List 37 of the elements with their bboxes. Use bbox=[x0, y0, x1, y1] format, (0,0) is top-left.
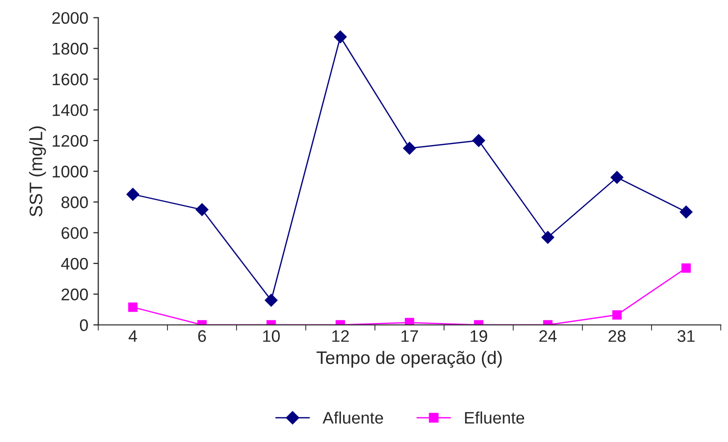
x-axis-title: Tempo de operação (d) bbox=[316, 350, 502, 368]
point bbox=[126, 188, 140, 201]
point bbox=[196, 203, 208, 216]
y-tick-label: 1800 bbox=[52, 42, 88, 55]
y-tick-label: 600 bbox=[62, 227, 88, 239]
y-tick-label: 800 bbox=[61, 196, 88, 208]
x-tick-label: 28 bbox=[608, 330, 626, 342]
point bbox=[404, 318, 414, 325]
x-tick-label: 31 bbox=[678, 330, 695, 342]
point bbox=[612, 310, 622, 320]
point bbox=[403, 142, 416, 155]
x-tick-label: 10 bbox=[263, 330, 280, 342]
point bbox=[610, 171, 624, 184]
point bbox=[472, 134, 486, 147]
point bbox=[264, 294, 278, 307]
point bbox=[680, 206, 693, 218]
y-tick-label: 1200 bbox=[52, 134, 88, 147]
legend-label: Efluente bbox=[465, 411, 524, 424]
point bbox=[541, 230, 554, 244]
point bbox=[128, 302, 138, 312]
x-tick-label: 4 bbox=[128, 330, 138, 342]
x-tick-label: 24 bbox=[539, 330, 557, 342]
y-tick-label: 1000 bbox=[52, 166, 88, 178]
y-tick-label: 1600 bbox=[52, 74, 88, 86]
legend-label: Afluente bbox=[322, 411, 383, 424]
y-tick-label: 400 bbox=[61, 258, 88, 270]
y-tick-label: 200 bbox=[62, 288, 88, 300]
point bbox=[334, 30, 347, 44]
x-tick-label: 19 bbox=[470, 330, 488, 342]
y-axis-title: SST (mg/L) bbox=[29, 126, 46, 216]
y-tick-label: 0 bbox=[80, 319, 88, 332]
x-tick-label: 6 bbox=[198, 330, 206, 342]
point bbox=[681, 263, 691, 273]
y-tick-label: 2000 bbox=[52, 12, 88, 24]
x-tick-label: 17 bbox=[402, 330, 418, 342]
y-tick-label: 1400 bbox=[52, 104, 88, 116]
x-tick-label: 12 bbox=[332, 330, 349, 342]
